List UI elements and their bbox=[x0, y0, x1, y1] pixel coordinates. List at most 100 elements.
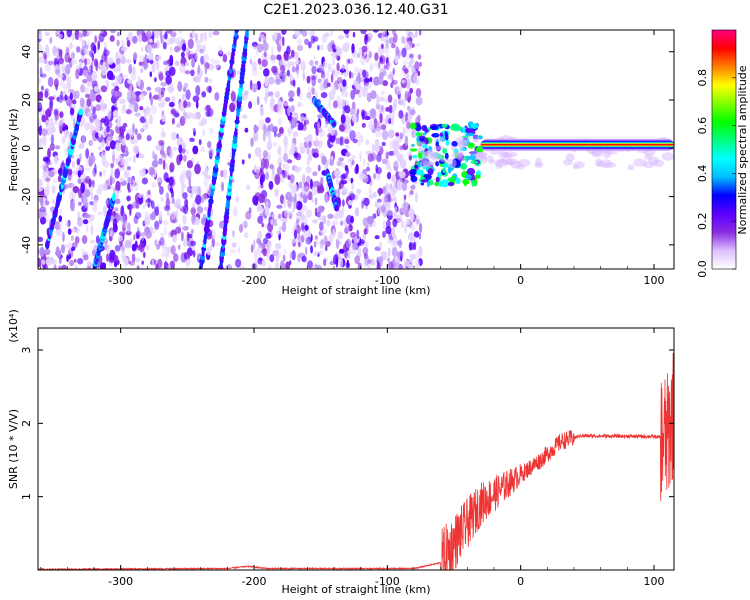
spectrogram-noise-cell bbox=[165, 192, 170, 200]
spectrogram-noise-cell bbox=[407, 78, 412, 84]
spectrogram-noise-cell bbox=[155, 263, 159, 269]
spectrogram-noise-cell bbox=[210, 58, 214, 64]
spectrogram-noise-cell bbox=[272, 141, 278, 147]
spectrogram-transition-cell bbox=[471, 123, 479, 129]
spectrogram-noise-cell bbox=[179, 30, 183, 35]
spectrogram-noise-cell bbox=[56, 74, 64, 79]
spectrogram-noise-cell bbox=[306, 92, 312, 99]
spectrogram-noise-cell bbox=[295, 59, 300, 65]
spectrogram-noise-cell bbox=[38, 236, 44, 242]
spectrogram-noise-cell bbox=[250, 137, 254, 147]
spectrogram-noise-cell bbox=[415, 215, 421, 227]
spectrogram-noise-cell bbox=[165, 75, 172, 86]
spectrogram-noise-cell bbox=[344, 250, 348, 259]
spectrogram-noise-cell bbox=[380, 90, 385, 95]
spectrogram-noise-cell bbox=[327, 82, 331, 87]
spectrogram-noise-cell bbox=[169, 186, 174, 194]
spectrogram-noise-cell bbox=[337, 47, 343, 57]
spectrogram-transition-cell bbox=[411, 143, 415, 147]
spectrogram-transition-cell bbox=[435, 161, 439, 167]
spectrogram-noise-cell bbox=[95, 47, 99, 54]
spectrogram-noise-cell bbox=[374, 201, 379, 208]
spectrogram-noise-cell bbox=[125, 133, 130, 141]
spectrogram-noise-cell bbox=[168, 101, 175, 108]
spectrogram-transition-cell bbox=[462, 126, 466, 134]
spectrogram-noise-cell bbox=[50, 259, 57, 265]
spectrogram-noise-cell bbox=[109, 230, 113, 237]
spectrogram-noise-cell bbox=[127, 31, 133, 41]
spectrogram-noise-cell bbox=[376, 153, 382, 163]
spectrogram-noise-cell bbox=[39, 216, 47, 225]
spectrogram-noise-cell bbox=[106, 244, 111, 255]
spectrogram-noise-cell bbox=[337, 187, 341, 197]
colorbar-gradient bbox=[712, 30, 736, 269]
spectrogram-noise-cell bbox=[214, 92, 220, 101]
snr-x-tick-label: 100 bbox=[644, 575, 665, 588]
spectrogram-noise-cell bbox=[95, 235, 100, 244]
spectrogram-noise-cell bbox=[283, 163, 286, 169]
spectrogram-noise-cell bbox=[41, 259, 46, 265]
spectrogram-noise-cell bbox=[317, 164, 321, 172]
spectrogram-noise-cell bbox=[368, 120, 375, 131]
colorbar: 0.0 0.2 0.4 0.6 0.8 Normalized spectral ampl… bbox=[696, 29, 749, 278]
spectrogram-noise-cell bbox=[290, 105, 295, 113]
spectrogram-noise-cell bbox=[188, 233, 193, 239]
spectrogram-noise-cell bbox=[88, 139, 93, 147]
spectrogram-noise-cell bbox=[75, 166, 83, 171]
spectrogram-noise-cell bbox=[208, 31, 213, 38]
spectrogram-noise-cell bbox=[297, 101, 301, 108]
spectrogram-noise-cell bbox=[378, 61, 381, 70]
spectrogram-noise-cell bbox=[47, 147, 51, 159]
spectrogram-noise-cell bbox=[256, 205, 263, 213]
snr-x-tick-label: -300 bbox=[108, 575, 133, 588]
spectrogram-noise-cell bbox=[317, 78, 322, 84]
spectrogram-noise-cell bbox=[192, 127, 196, 132]
spectrogram-noise-cell bbox=[154, 154, 158, 162]
snr-series-line bbox=[38, 352, 674, 570]
spectrogram-noise-cell bbox=[368, 50, 372, 59]
spectrogram-noise-cell bbox=[88, 186, 94, 192]
spectrogram-noise-cell bbox=[139, 169, 145, 177]
spectrogram-noise-cell bbox=[291, 142, 296, 154]
spectrogram-noise-cell bbox=[357, 245, 362, 256]
spectrogram-noise-cell bbox=[311, 65, 317, 75]
spectrogram-noise-cell bbox=[382, 230, 386, 238]
spectrogram-noise-cell bbox=[342, 199, 345, 207]
spectrogram-noise-cell bbox=[345, 152, 351, 157]
spectrogram-noise-cell bbox=[94, 104, 102, 112]
spectrogram-noise-cell bbox=[127, 176, 131, 183]
spectrogram-noise-cell bbox=[179, 152, 183, 162]
spectrogram-noise-cell bbox=[202, 129, 206, 137]
spectrogram-noise-cell bbox=[277, 104, 284, 116]
spectrogram-noise-cell bbox=[183, 251, 191, 261]
spectrogram-noise-cell bbox=[38, 118, 42, 128]
spectrogram-noise-cell bbox=[302, 185, 310, 197]
spectrogram-noise-cell bbox=[382, 186, 387, 195]
snr-y-ticks: 1 2 3 bbox=[20, 347, 674, 500]
spectrogram-noise-cell bbox=[180, 51, 185, 59]
spectrogram-noise-cell bbox=[252, 88, 257, 93]
spectrogram-noise-cell bbox=[279, 194, 285, 205]
spectrogram-noise-cell bbox=[331, 43, 336, 50]
spectrogram-noise-cell bbox=[335, 238, 340, 249]
spectrogram-noise-cell bbox=[296, 86, 301, 97]
spectrogram-noise-cell bbox=[80, 173, 87, 184]
spectrogram-noise-cell bbox=[281, 221, 287, 233]
spectrogram-noise-cell bbox=[116, 39, 120, 47]
spectrogram-halo-cell bbox=[419, 160, 433, 168]
spectrogram-noise-cell bbox=[151, 160, 159, 168]
spectrogram-noise-cell bbox=[149, 59, 154, 64]
spectrogram-noise-cell bbox=[379, 256, 383, 267]
spectrogram-noise-cell bbox=[107, 57, 114, 65]
spectrogram-noise-cell bbox=[404, 225, 407, 234]
spectrogram-noise-cell bbox=[354, 255, 361, 265]
spectrogram-transition-cell bbox=[436, 171, 443, 177]
spectrogram-noise-cell bbox=[182, 214, 187, 224]
spectrogram-noise-cell bbox=[374, 143, 380, 153]
spectrogram-noise-cell bbox=[197, 64, 201, 75]
spectrogram-noise-cell bbox=[364, 241, 369, 248]
spectrogram-noise-cell bbox=[350, 106, 357, 116]
spectrogram-noise-cell bbox=[127, 182, 130, 191]
spectrogram-noise-cell bbox=[138, 93, 145, 101]
spectrogram-noise-cell bbox=[294, 146, 298, 154]
